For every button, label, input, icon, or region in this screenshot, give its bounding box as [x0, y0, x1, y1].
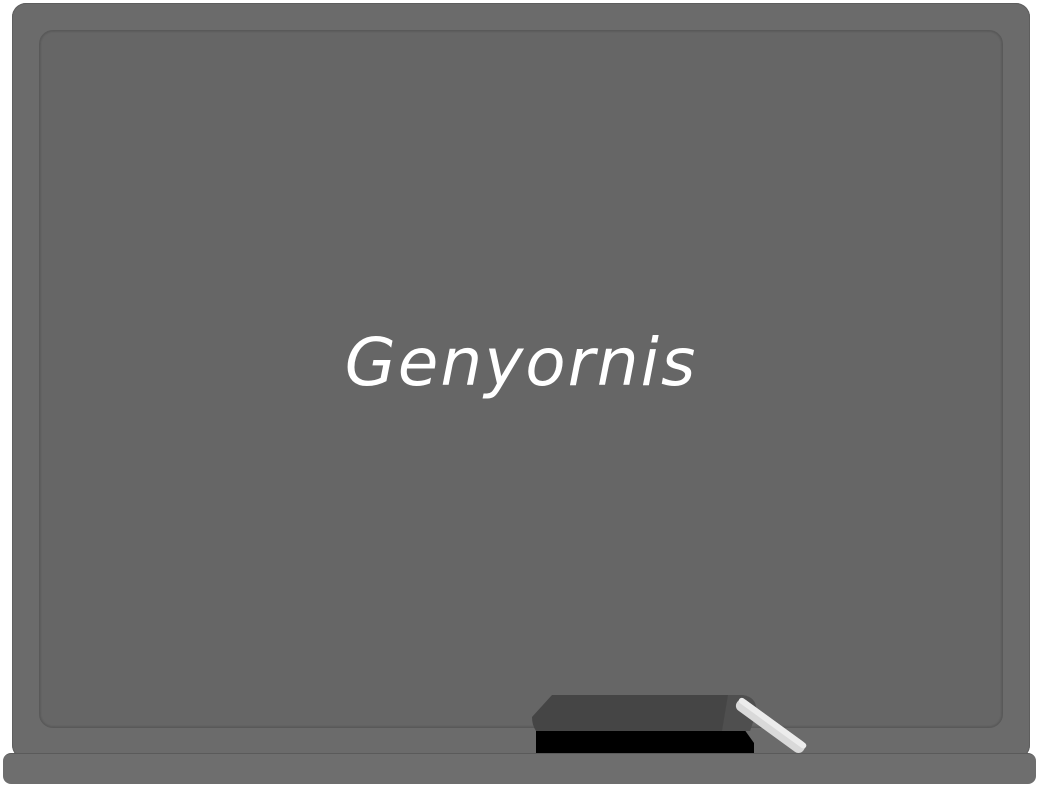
chalk-tray: [3, 753, 1036, 784]
chalk-icon: [735, 697, 807, 753]
chalkboard-surface: [39, 30, 1003, 728]
eraser-icon: [532, 695, 757, 753]
chalk-word: Genyornis: [344, 324, 698, 401]
